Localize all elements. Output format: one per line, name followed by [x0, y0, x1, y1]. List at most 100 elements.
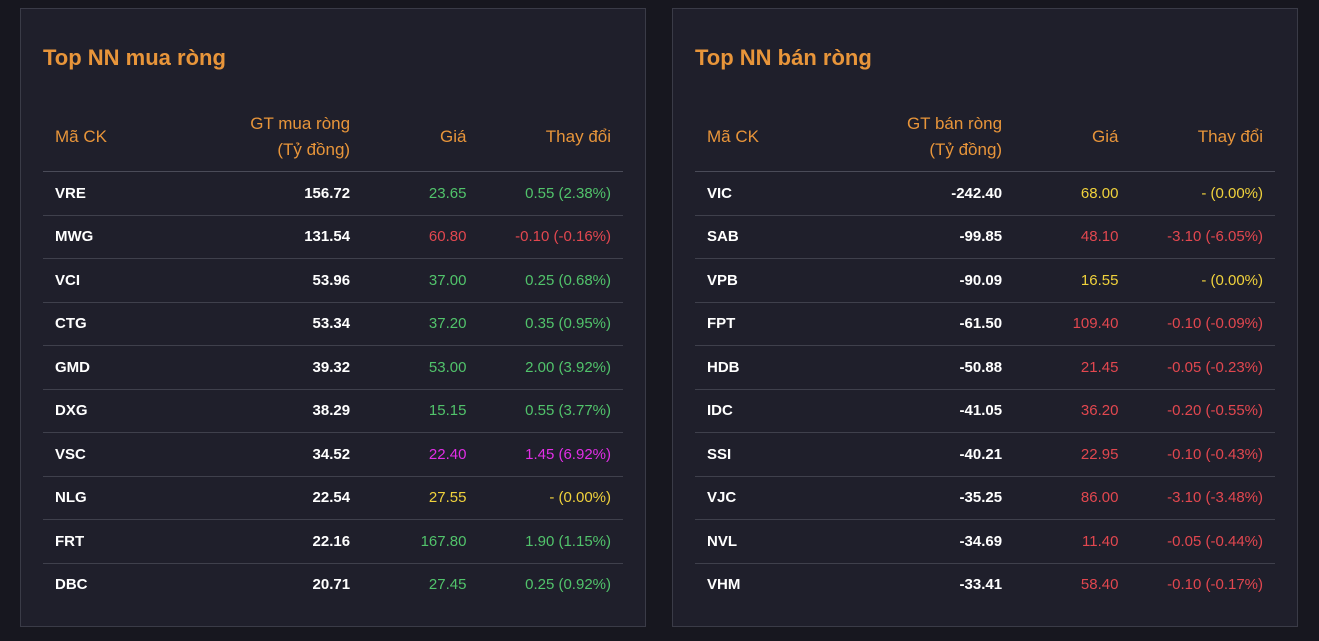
net-value: 20.71	[312, 576, 351, 594]
column-header-change[interactable]: Thay đổi	[1130, 103, 1275, 172]
column-header-change[interactable]: Thay đổi	[478, 103, 623, 172]
stock-code[interactable]: FRT	[43, 519, 178, 564]
table-row[interactable]: NVL -34.69 11.40 -0.05 (-0.44%)	[695, 519, 1275, 564]
net-value: -50.88	[829, 345, 1015, 390]
table-row[interactable]: DBC 20.71 27.45 0.25 (0.92%)	[43, 563, 623, 606]
net-sell-table: Mã CK GT bán ròng (Tỷ đồng) Giá Thay đổi …	[695, 103, 1275, 606]
table-row[interactable]: VPB -90.09 16.55- (0.00%)	[695, 258, 1275, 303]
stock-code[interactable]: GMD	[43, 345, 178, 390]
stock-code[interactable]: VJC	[695, 476, 830, 520]
price: 53.00	[362, 345, 479, 390]
stock-code[interactable]: VIC	[695, 171, 830, 216]
column-header-price[interactable]: Giá	[1014, 103, 1131, 172]
price: 15.15	[362, 389, 479, 433]
stock-code[interactable]: SAB	[695, 215, 830, 259]
net-value: -34.69	[829, 519, 1015, 564]
stock-code[interactable]: VHM	[707, 576, 741, 594]
price: 11.40	[1014, 519, 1131, 564]
column-header-net-value[interactable]: GT mua ròng (Tỷ đồng)	[177, 103, 363, 172]
price-change: -0.05 (-0.44%)	[1130, 519, 1275, 564]
net-value: 53.34	[177, 302, 363, 346]
price: 109.40	[1014, 302, 1131, 346]
table-row[interactable]: GMD 39.32 53.00 2.00 (3.92%)	[43, 345, 623, 390]
price: 48.10	[1014, 215, 1131, 259]
stock-code[interactable]: NVL	[695, 519, 830, 564]
table-header-row: Mã CK GT mua ròng (Tỷ đồng) Giá Thay đổi	[43, 103, 623, 172]
table-row[interactable]: VIC -242.40 68.00- (0.00%)	[695, 171, 1275, 216]
net-value: 156.72	[177, 171, 363, 216]
net-sell-rows: VIC -242.40 68.00- (0.00%) SAB -99.85 48.10 -3…	[695, 171, 1275, 607]
stock-code[interactable]: HDB	[695, 345, 830, 390]
stock-code[interactable]: NLG	[43, 476, 178, 520]
column-header-code[interactable]: Mã CK	[695, 103, 830, 172]
net-value: -41.05	[829, 389, 1015, 433]
column-header-net-value[interactable]: GT bán ròng (Tỷ đồng)	[829, 103, 1015, 172]
column-header-line: GT mua ròng	[250, 114, 351, 133]
stock-code[interactable]: VSC	[43, 432, 178, 477]
stock-code[interactable]: IDC	[695, 389, 830, 433]
table-row[interactable]: SSI -40.21 22.95 -0.10 (-0.43%)	[695, 432, 1275, 477]
price: 21.45	[1014, 345, 1131, 390]
net-buy-rows: VRE 156.72 23.65 0.55 (2.38%) MWG 131.54 60.80…	[43, 171, 623, 607]
panel-title: Top NN bán ròng	[695, 45, 872, 70]
price: 27.45	[428, 576, 467, 594]
price: 36.20	[1014, 389, 1131, 433]
net-value: -61.50	[829, 302, 1015, 346]
price-change: 0.35 (0.95%)	[478, 302, 623, 346]
table-row[interactable]: SAB -99.85 48.10 -3.10 (-6.05%)	[695, 215, 1275, 259]
stock-code[interactable]: VRE	[43, 171, 178, 216]
net-value: -33.41	[959, 576, 1003, 594]
net-value: 39.32	[177, 345, 363, 390]
price: 37.20	[362, 302, 479, 346]
price: 86.00	[1014, 476, 1131, 520]
price-change: 0.25 (0.68%)	[478, 258, 623, 303]
price-change: - (0.00%)	[1130, 171, 1275, 216]
stock-code[interactable]: MWG	[43, 215, 178, 259]
top-net-sell-panel: Top NN bán ròng Mã CK GT bán ròng (Tỷ đồn…	[672, 8, 1298, 627]
column-header-code[interactable]: Mã CK	[43, 103, 178, 172]
price-change: -3.10 (-3.48%)	[1130, 476, 1275, 520]
table-row[interactable]: VRE 156.72 23.65 0.55 (2.38%)	[43, 171, 623, 216]
net-value: -99.85	[829, 215, 1015, 259]
stock-code[interactable]: VCI	[43, 258, 178, 303]
price-change: -3.10 (-6.05%)	[1130, 215, 1275, 259]
price-change: - (0.00%)	[478, 476, 623, 520]
stock-code[interactable]: VPB	[695, 258, 830, 303]
price-change: -0.10 (-0.43%)	[1130, 432, 1275, 477]
price-change: 1.90 (1.15%)	[478, 519, 623, 564]
price: 37.00	[362, 258, 479, 303]
stock-code[interactable]: DXG	[43, 389, 178, 433]
table-row[interactable]: VJC -35.25 86.00 -3.10 (-3.48%)	[695, 476, 1275, 520]
net-value: -40.21	[829, 432, 1015, 477]
table-row[interactable]: NLG 22.54 27.55- (0.00%)	[43, 476, 623, 520]
top-net-buy-panel: Top NN mua ròng Mã CK GT mua ròng (Tỷ đồn…	[20, 8, 646, 627]
table-row[interactable]: VHM -33.41 58.40 -0.10 (-0.17%)	[695, 563, 1275, 606]
table-row[interactable]: HDB -50.88 21.45 -0.05 (-0.23%)	[695, 345, 1275, 390]
table-row[interactable]: MWG 131.54 60.80 -0.10 (-0.16%)	[43, 215, 623, 259]
price-change: -0.05 (-0.23%)	[1130, 345, 1275, 390]
price: 68.00	[1014, 171, 1131, 216]
table-row[interactable]: FRT 22.16 167.80 1.90 (1.15%)	[43, 519, 623, 564]
price-change: 1.45 (6.92%)	[478, 432, 623, 477]
table-row[interactable]: FPT -61.50 109.40 -0.10 (-0.09%)	[695, 302, 1275, 346]
price: 60.80	[362, 215, 479, 259]
net-value: -90.09	[829, 258, 1015, 303]
net-value: 53.96	[177, 258, 363, 303]
stock-code[interactable]: SSI	[695, 432, 830, 477]
net-value: -242.40	[829, 171, 1015, 216]
column-header-line: GT bán ròng	[906, 114, 1003, 133]
table-row[interactable]: DXG 38.29 15.15 0.55 (3.77%)	[43, 389, 623, 433]
table-row[interactable]: VCI 53.96 37.00 0.25 (0.68%)	[43, 258, 623, 303]
table-row[interactable]: CTG 53.34 37.20 0.35 (0.95%)	[43, 302, 623, 346]
column-header-price[interactable]: Giá	[362, 103, 479, 172]
stock-code[interactable]: DBC	[55, 576, 88, 594]
table-row[interactable]: IDC -41.05 36.20 -0.20 (-0.55%)	[695, 389, 1275, 433]
stock-code[interactable]: CTG	[43, 302, 178, 346]
stock-code[interactable]: FPT	[695, 302, 830, 346]
price: 22.40	[362, 432, 479, 477]
price-change: -0.10 (-0.16%)	[478, 215, 623, 259]
price-change: 0.25 (0.92%)	[525, 576, 611, 594]
price-change: -0.10 (-0.09%)	[1130, 302, 1275, 346]
price-change: -0.10 (-0.17%)	[1167, 576, 1263, 594]
table-row[interactable]: VSC 34.52 22.40 1.45 (6.92%)	[43, 432, 623, 477]
